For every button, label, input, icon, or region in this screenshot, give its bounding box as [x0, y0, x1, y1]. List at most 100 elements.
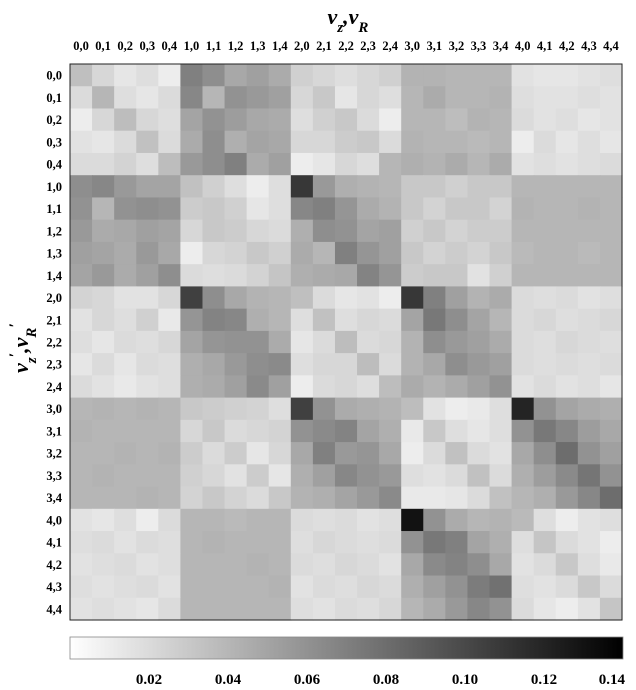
heatmap-cell [70, 442, 93, 465]
heatmap-cell [224, 241, 248, 265]
heatmap-cell [290, 442, 314, 465]
heatmap-cell [334, 197, 358, 221]
y-tick-label: 3,4 [46, 491, 62, 505]
heatmap-cell [246, 175, 270, 199]
heatmap-cell [511, 464, 535, 488]
heatmap-cell [224, 130, 248, 154]
heatmap-cell [202, 286, 226, 310]
heatmap-cell [423, 219, 446, 243]
heatmap-cell [224, 86, 248, 110]
heatmap-cell [312, 508, 336, 532]
heatmap-cell [511, 197, 535, 221]
heatmap-cell [423, 375, 446, 399]
heatmap-cell [401, 241, 424, 265]
heatmap-cell [180, 575, 204, 599]
heatmap-cell [423, 130, 446, 154]
heatmap-cell [202, 508, 226, 532]
heatmap-cell [401, 464, 424, 488]
heatmap-cell [357, 419, 380, 443]
heatmap-cell [357, 553, 380, 577]
heatmap-cell [268, 108, 292, 132]
heatmap-cell [599, 375, 623, 399]
heatmap-cell [445, 508, 469, 532]
heatmap-cell [577, 597, 601, 621]
heatmap-cell [445, 219, 469, 243]
heatmap-cell [268, 264, 292, 287]
heatmap-cell [290, 353, 314, 376]
heatmap-cell [401, 353, 424, 376]
heatmap-cell [136, 531, 159, 554]
heatmap-cell [180, 486, 204, 510]
heatmap-cell [136, 419, 159, 443]
heatmap-cell [555, 219, 579, 243]
heatmap-cell [577, 531, 601, 554]
heatmap-cell [202, 175, 226, 199]
heatmap-cell [577, 152, 601, 176]
y-tick-label: 2,3 [46, 358, 62, 372]
heatmap-cell [555, 264, 579, 287]
heatmap-cell [180, 86, 204, 110]
heatmap-cell [555, 130, 579, 154]
heatmap-cell [599, 130, 623, 154]
heatmap-cell [555, 486, 579, 510]
heatmap-cell [136, 575, 159, 599]
heatmap-cell [334, 553, 358, 577]
heatmap-cell [114, 264, 137, 287]
heatmap-cell [180, 353, 204, 376]
heatmap-cell [379, 330, 402, 354]
plot-frame [69, 63, 623, 621]
heatmap-cell [577, 264, 601, 287]
heatmap-cell [92, 308, 115, 332]
heatmap-cell [92, 419, 115, 443]
heatmap-cell [268, 152, 292, 176]
heatmap-cell [533, 219, 557, 243]
heatmap-cell [114, 464, 137, 488]
heatmap-cell [92, 464, 115, 488]
heatmap-cell [489, 219, 513, 243]
colorbar-tick-label: 0.04 [215, 672, 242, 688]
heatmap-cell [246, 64, 270, 87]
heatmap-cell [511, 442, 535, 465]
colorbar-tick-label: 0.08 [373, 672, 399, 688]
heatmap-cell [423, 553, 446, 577]
heatmap-cell [445, 553, 469, 577]
heatmap-cell [533, 486, 557, 510]
heatmap-cell [423, 442, 446, 465]
heatmap-cell [511, 553, 535, 577]
heatmap-cell [423, 597, 446, 621]
heatmap-cell [423, 64, 446, 87]
heatmap-cell [577, 108, 601, 132]
heatmap-cell [577, 508, 601, 532]
heatmap-cell [511, 219, 535, 243]
heatmap-cell [401, 64, 424, 87]
heatmap-cell [401, 130, 424, 154]
heatmap-cell [467, 330, 491, 354]
heatmap-cell [423, 575, 446, 599]
heatmap-cell [312, 597, 336, 621]
heatmap-cell [92, 219, 115, 243]
heatmap-cell [290, 308, 314, 332]
heatmap-cell [467, 197, 491, 221]
heatmap-cell [246, 152, 270, 176]
heatmap-cell [533, 241, 557, 265]
heatmap-cell [423, 286, 446, 310]
heatmap-cell [158, 442, 181, 465]
heatmap-cell [357, 108, 380, 132]
heatmap-cell [92, 130, 115, 154]
heatmap-cell [136, 241, 159, 265]
heatmap-cell [114, 175, 137, 199]
heatmap-cell [334, 353, 358, 376]
heatmap-cell [92, 508, 115, 532]
heatmap-cell [533, 175, 557, 199]
heatmap-cell [158, 397, 181, 421]
heatmap-cell [555, 464, 579, 488]
heatmap-cell [202, 241, 226, 265]
heatmap-cell [511, 64, 535, 87]
heatmap-cell [445, 86, 469, 110]
heatmap-cell [467, 553, 491, 577]
heatmap-cell [268, 531, 292, 554]
x-tick-label: 2,1 [316, 39, 332, 53]
heatmap-cell [136, 330, 159, 354]
heatmap-cell [577, 197, 601, 221]
heatmap-cell [290, 508, 314, 532]
